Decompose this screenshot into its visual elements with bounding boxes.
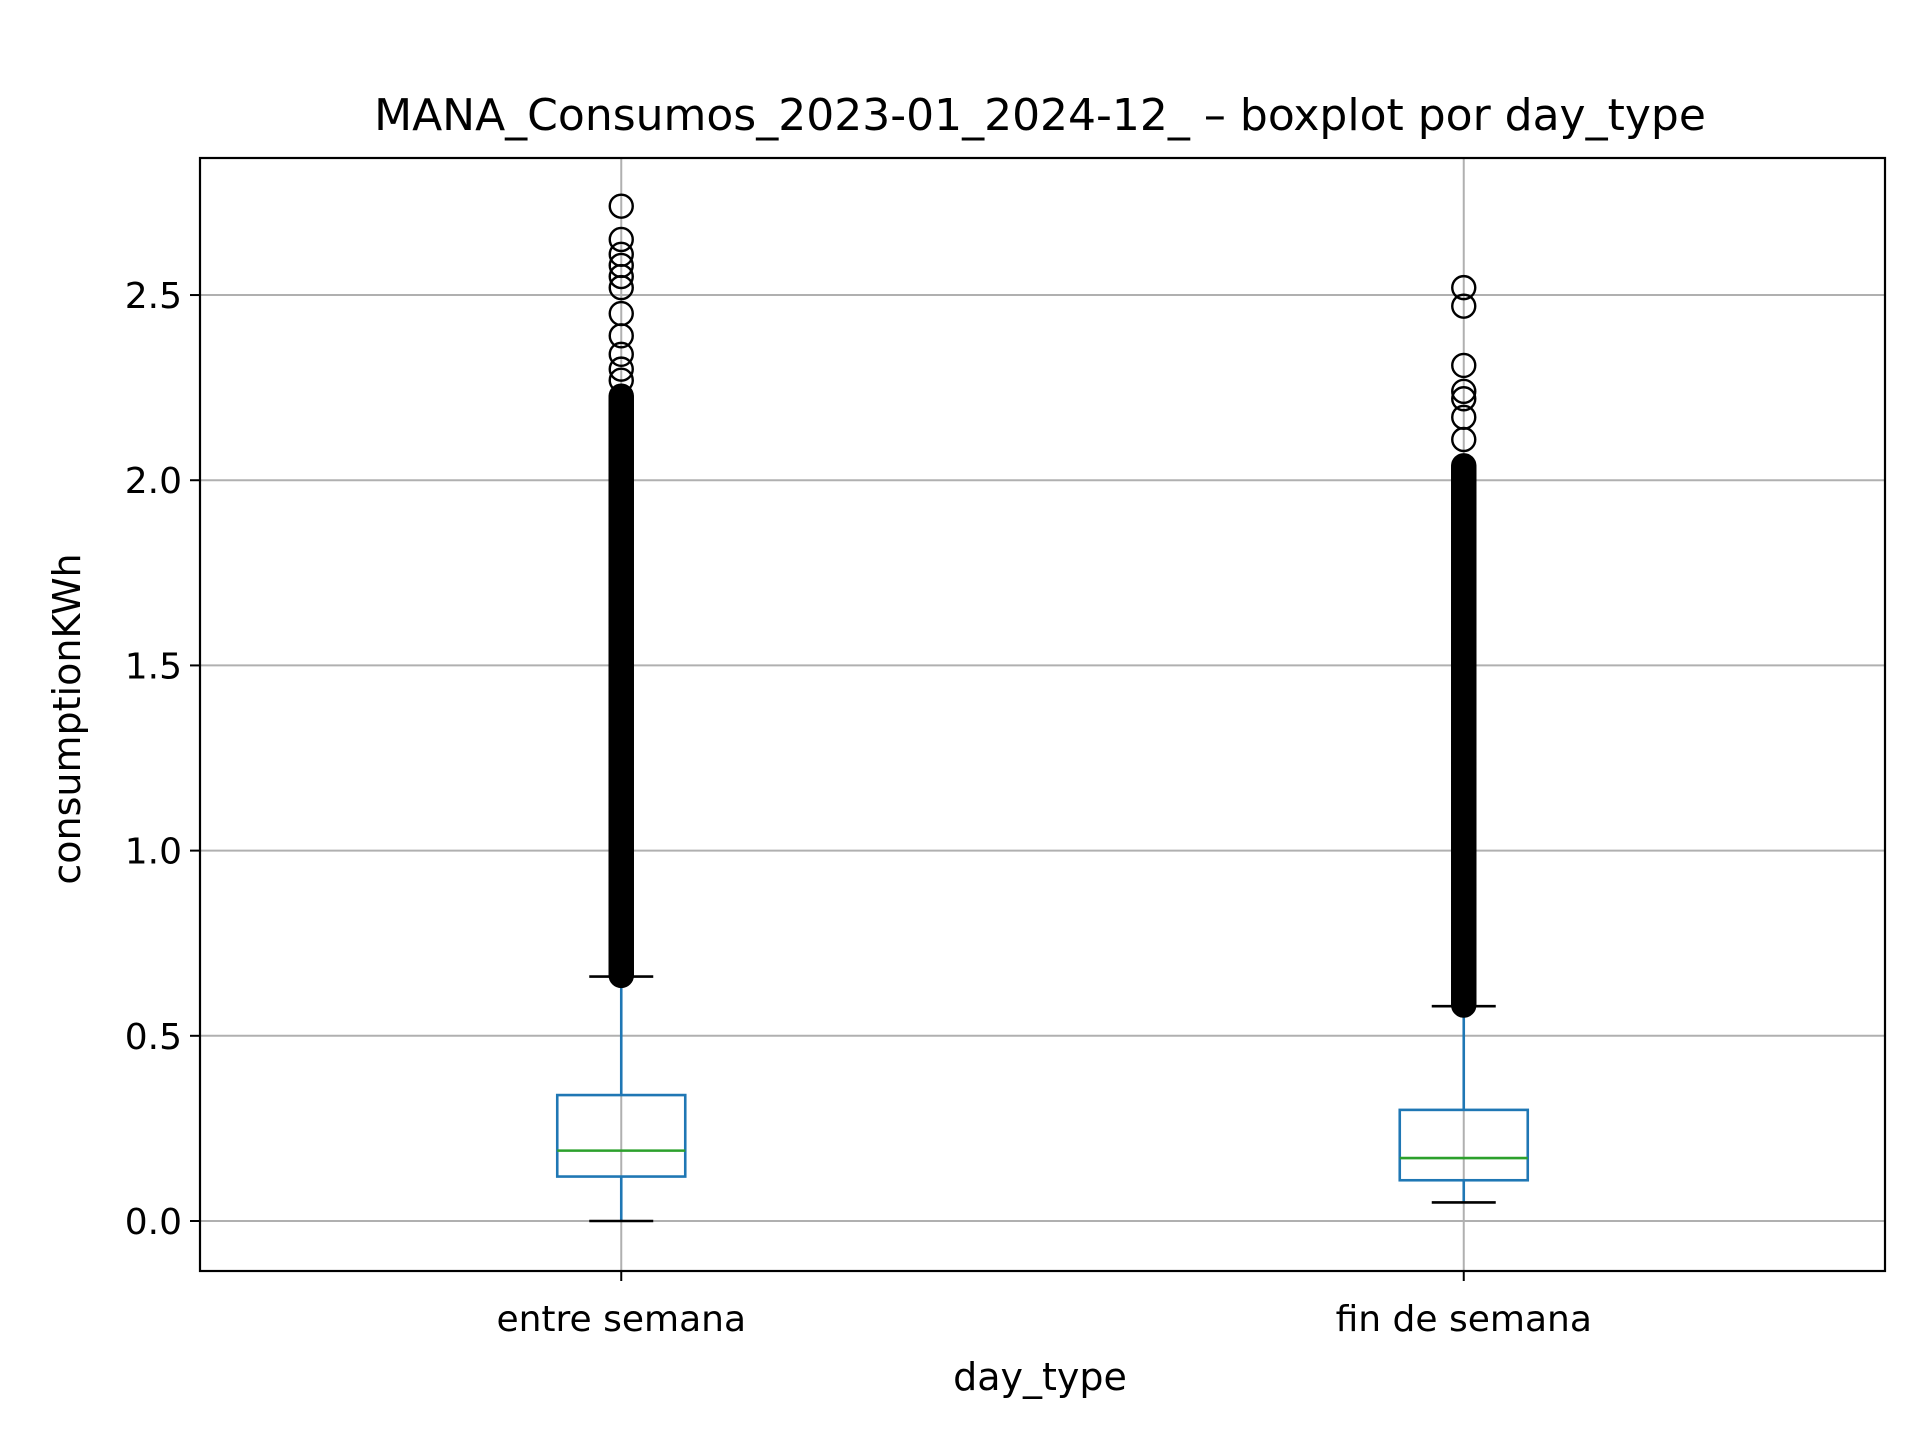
outlier-point xyxy=(1451,293,1477,319)
box-group xyxy=(555,975,687,1223)
outlier-point xyxy=(608,241,634,267)
outlier-point xyxy=(608,252,634,279)
iqr-box xyxy=(1398,1108,1530,1182)
plot-frame xyxy=(198,156,1887,1273)
outliers xyxy=(608,193,1477,1018)
y-tick-label: 1.5 xyxy=(125,646,182,687)
y-tick-label: 0.5 xyxy=(125,1017,182,1058)
outlier-point xyxy=(1451,274,1477,301)
x-tick-label: fin de semana xyxy=(1336,1299,1592,1340)
y-tick-label: 1.0 xyxy=(125,832,182,873)
outlier-point xyxy=(608,341,634,368)
chart-title: MANA_Consumos_2023-01_2024-12_ – boxplot… xyxy=(374,90,1706,141)
outlier-point xyxy=(608,356,634,382)
y-tick-label: 2.5 xyxy=(125,276,182,317)
outlier-point xyxy=(608,383,634,409)
iqr-box xyxy=(555,1093,687,1178)
outlier-point xyxy=(1451,352,1477,379)
box-group xyxy=(1398,1004,1530,1204)
outlier-group xyxy=(1451,274,1477,1018)
y-axis-label: consumptionKWh xyxy=(45,553,89,884)
outlier-point xyxy=(608,226,634,253)
outlier-point xyxy=(608,193,634,219)
y-tick-label: 2.0 xyxy=(125,461,182,502)
outlier-group xyxy=(608,193,634,989)
y-tick-label: 0.0 xyxy=(125,1202,182,1243)
outlier-point xyxy=(608,367,634,393)
boxes xyxy=(555,975,1530,1223)
outlier-point xyxy=(1451,378,1477,405)
outlier-point xyxy=(1451,404,1477,430)
x-tick-label: entre semana xyxy=(496,1299,746,1340)
axis-ticks: 0.0 0.5 1.0 1.5 2.0 2.5 entre semana fin de sem… xyxy=(125,276,1592,1340)
outlier-point xyxy=(1451,386,1477,412)
x-axis-label: day_type xyxy=(953,1355,1127,1399)
outlier-point xyxy=(608,300,634,327)
outlier-point xyxy=(1451,453,1477,479)
